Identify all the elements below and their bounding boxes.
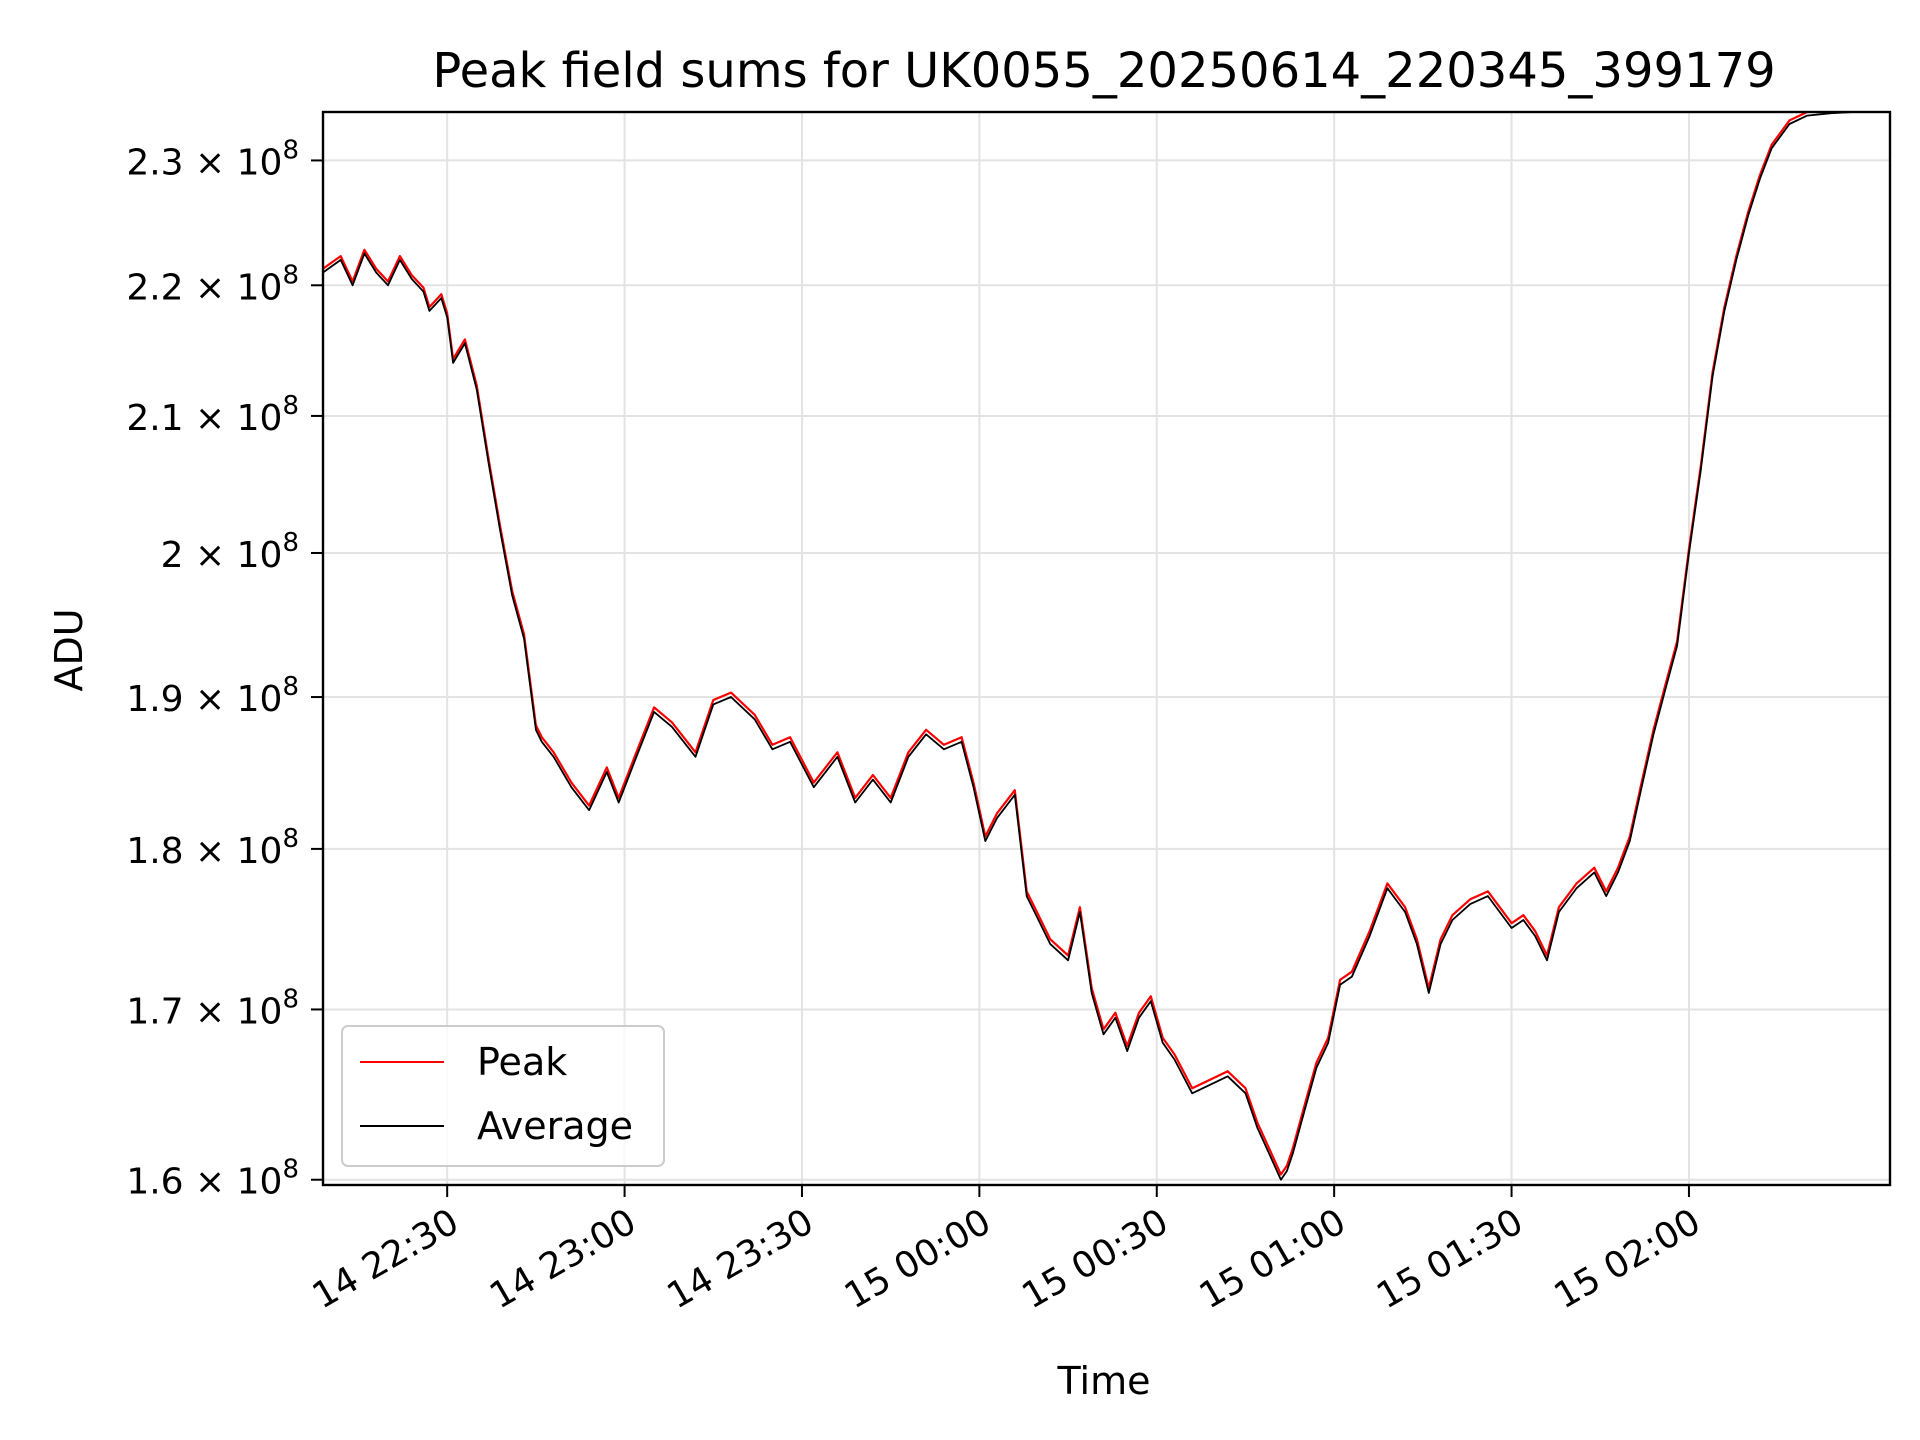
- y-tick-label: 2.2 × 108: [126, 260, 299, 308]
- legend-label-average: Average: [477, 1104, 633, 1148]
- series-line-average: [323, 112, 1890, 1181]
- grid-lines: [323, 112, 1890, 1185]
- legend-label-peak: Peak: [477, 1040, 567, 1084]
- y-tick-label: 1.8 × 108: [126, 824, 299, 872]
- y-tick-label: 1.9 × 108: [126, 672, 299, 720]
- y-tick-label: 1.6 × 108: [126, 1155, 299, 1203]
- y-tick-label: 2 × 108: [161, 528, 299, 576]
- legend: Peak Average: [341, 1025, 665, 1167]
- y-tick-label: 1.7 × 108: [126, 984, 299, 1032]
- chart-title: Peak field sums for UK0055_20250614_2203…: [432, 43, 1775, 99]
- y-axis-ticks: 1.6 × 108 1.7 × 108 1.8 × 108 1.9 × 108 2 × …: [126, 135, 323, 1203]
- plot-area: [323, 112, 1890, 1181]
- plot-frame: [321, 110, 1892, 1187]
- y-tick-label: 2.3 × 108: [126, 135, 299, 183]
- y-tick-label: 2.1 × 108: [126, 391, 299, 439]
- y-axis-label: ADU: [47, 608, 91, 691]
- x-axis-label: Time: [1057, 1359, 1151, 1403]
